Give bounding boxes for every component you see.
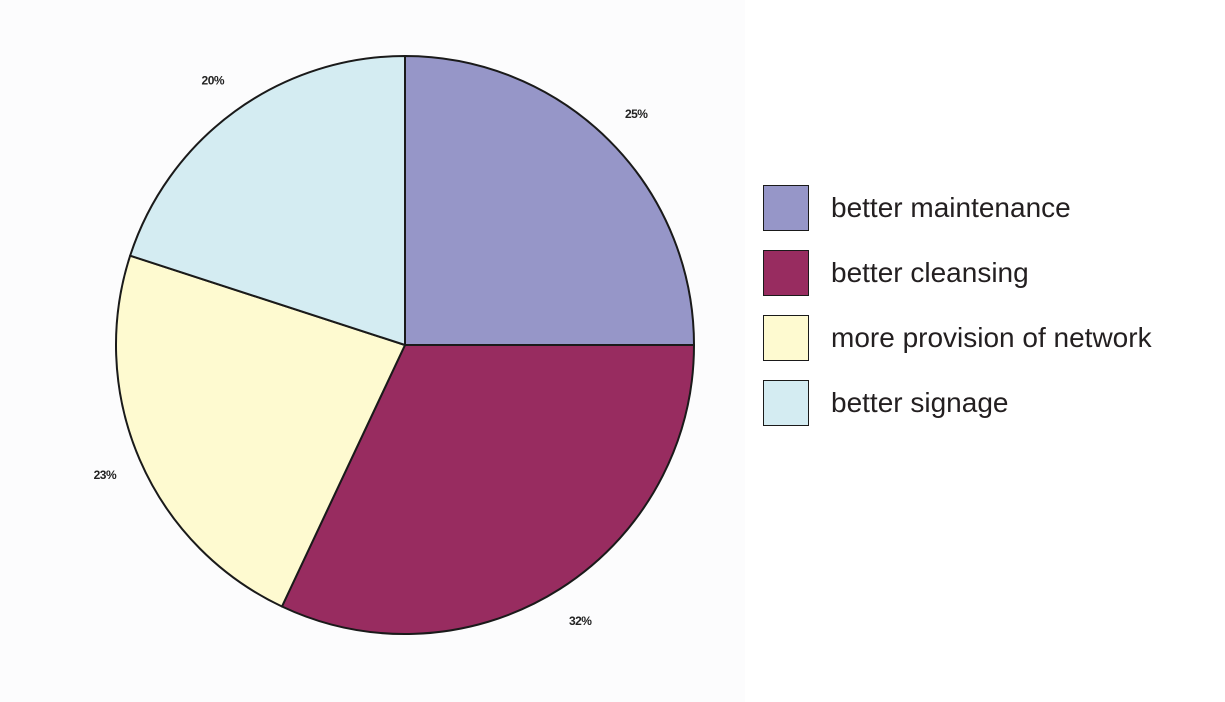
pie-slice-better-maintenance [404, 55, 695, 346]
pie-slice-more-provision-of-network [115, 254, 406, 608]
legend-label: better signage [831, 387, 1009, 418]
legend-swatch [763, 380, 809, 426]
legend-label: better cleansing [831, 257, 1029, 288]
legend-label: more provision of network [831, 322, 1152, 353]
legend-swatch [763, 250, 809, 296]
chart-legend: better maintenance better cleansing more… [763, 184, 1152, 444]
legend-item-better-signage: better signage [763, 379, 1152, 427]
legend-item-more-provision-of-network: more provision of network [763, 314, 1152, 362]
slice-value-label: 23% [94, 468, 117, 482]
legend-item-better-maintenance: better maintenance [763, 184, 1152, 232]
slice-value-label: 25% [625, 107, 648, 121]
slice-value-label: 20% [202, 73, 225, 87]
pie-slice-better-signage [129, 55, 406, 346]
legend-swatch [763, 185, 809, 231]
pie-chart: 25% 32% 23% 20% [94, 55, 695, 635]
pie-slice-better-cleansing [280, 344, 695, 635]
slice-value-label: 32% [569, 614, 592, 628]
legend-label: better maintenance [831, 192, 1071, 223]
pie-chart-area: 25% 32% 23% 20% [93, 55, 695, 635]
legend-swatch [763, 315, 809, 361]
legend-item-better-cleansing: better cleansing [763, 249, 1152, 297]
